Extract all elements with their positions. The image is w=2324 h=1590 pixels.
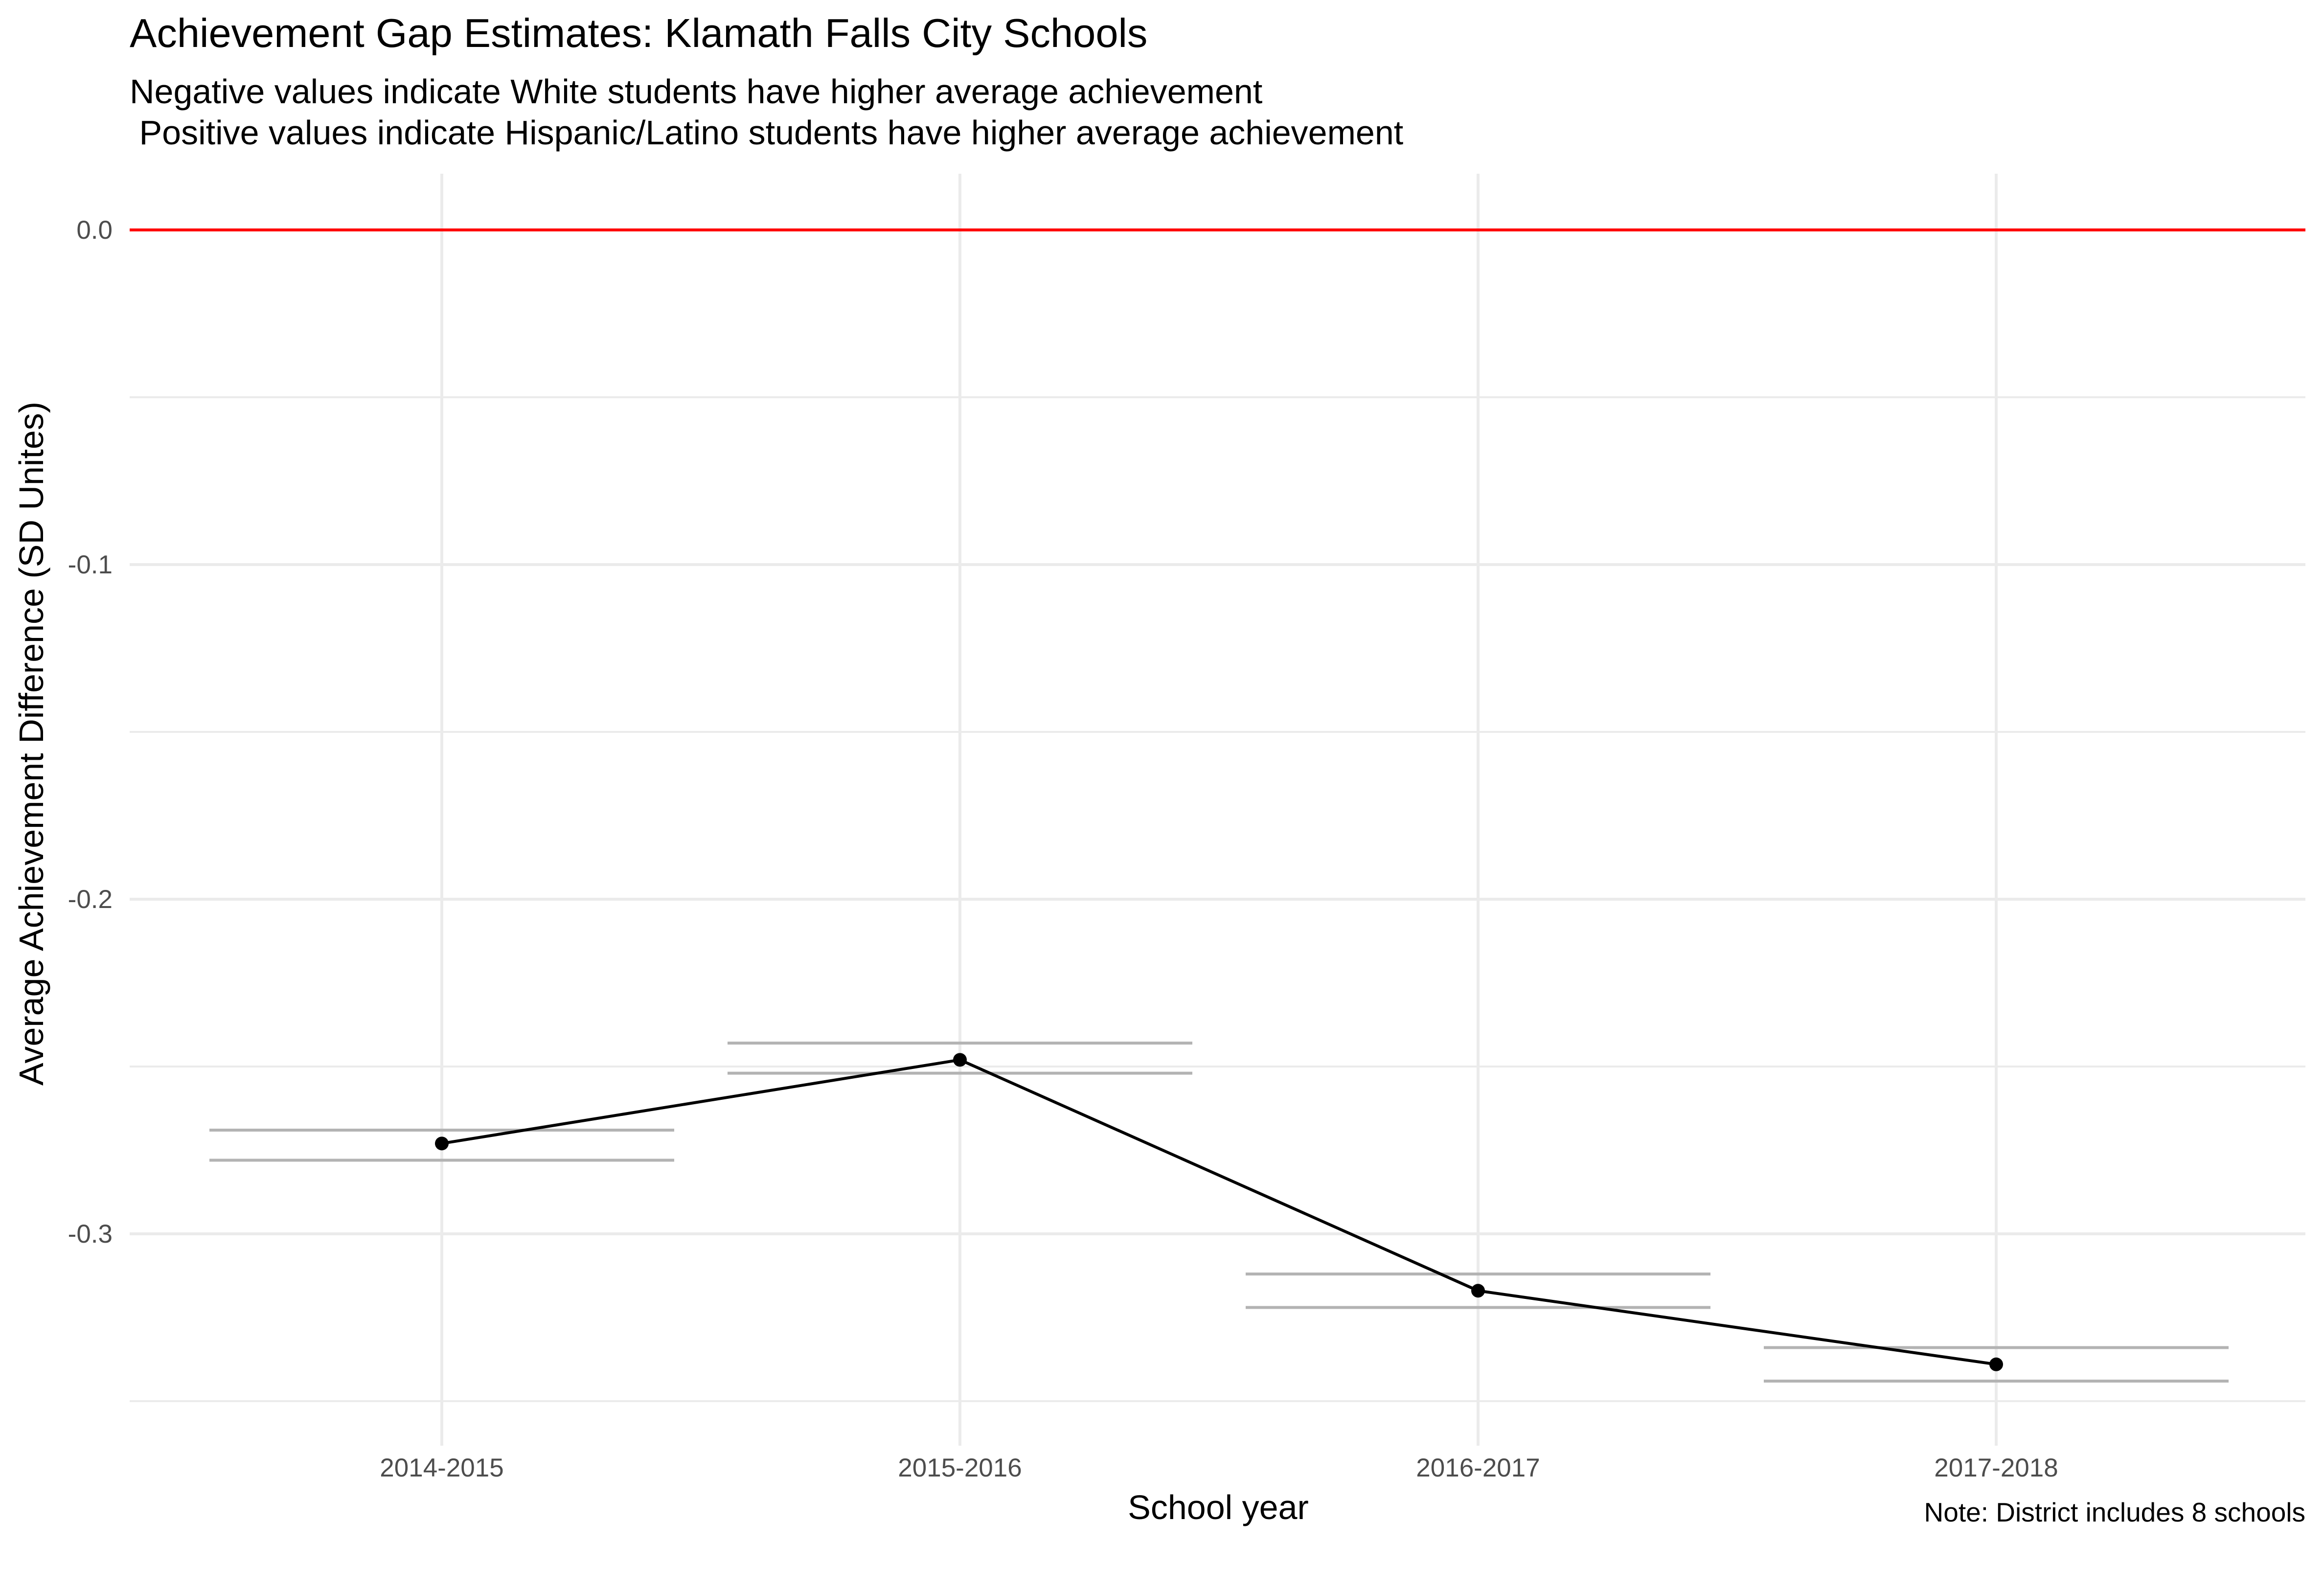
data-point xyxy=(953,1053,967,1067)
minor-gridlines xyxy=(130,396,2305,1402)
data-point xyxy=(1471,1284,1485,1298)
subtitle-line-2: Positive values indicate Hispanic/Latino… xyxy=(130,114,1404,152)
y-tick-label: -0.1 xyxy=(68,550,113,579)
y-tick-label: 0.0 xyxy=(76,216,113,245)
data-points xyxy=(435,1053,2003,1371)
x-tick-label: 2015-2016 xyxy=(898,1454,1022,1482)
data-point xyxy=(1989,1357,2003,1371)
y-axis-ticks: 0.0 -0.1 -0.2 -0.3 xyxy=(68,216,113,1249)
x-tick-label: 2016-2017 xyxy=(1416,1454,1540,1482)
chart-title: Achievement Gap Estimates: Klamath Falls… xyxy=(130,10,1148,56)
chart-caption: Note: District includes 8 schools xyxy=(1924,1497,2305,1527)
chart-subtitle: Negative values indicate White students … xyxy=(130,71,1403,153)
y-tick-label: -0.2 xyxy=(68,885,113,914)
x-axis-title: School year xyxy=(1128,1488,1309,1526)
data-point xyxy=(435,1136,449,1151)
confidence-bars xyxy=(209,1042,2229,1383)
x-tick-label: 2014-2015 xyxy=(380,1454,503,1482)
major-gridlines xyxy=(130,174,2305,1446)
subtitle-line-1: Negative values indicate White students … xyxy=(130,72,1263,111)
y-axis-title: Average Achievement Difference (SD Unite… xyxy=(12,402,50,1086)
y-tick-label: -0.3 xyxy=(68,1220,113,1249)
x-axis-ticks: 2014-2015 2015-2016 2016-2017 2017-2018 xyxy=(380,1454,2058,1482)
series-line xyxy=(441,1058,1997,1366)
x-tick-label: 2017-2018 xyxy=(1934,1454,2058,1482)
